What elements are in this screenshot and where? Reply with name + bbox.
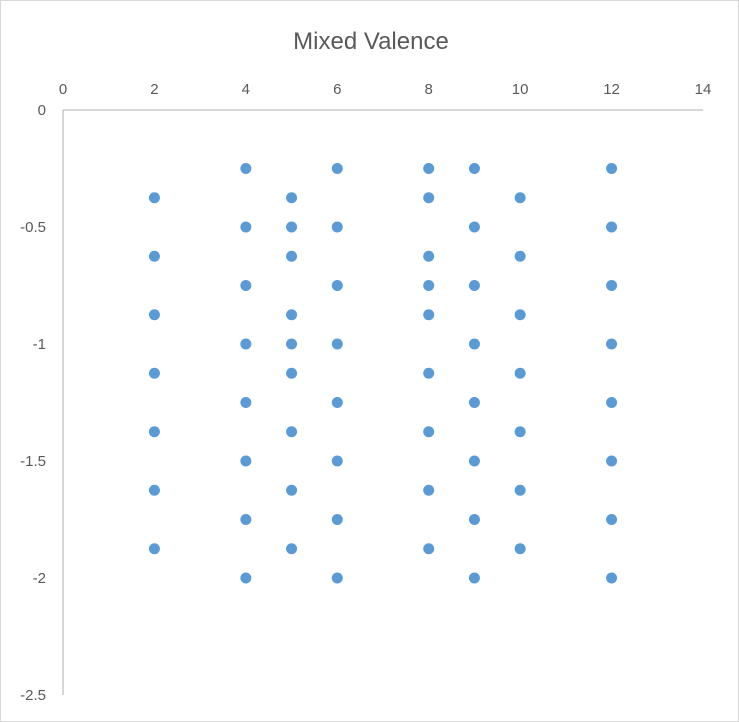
data-point — [240, 338, 252, 350]
data-point — [286, 484, 298, 496]
data-points — [148, 163, 618, 584]
data-point — [423, 309, 435, 321]
data-point — [514, 192, 526, 204]
x-tick-label: 10 — [512, 81, 529, 98]
chart-title: Mixed Valence — [293, 28, 449, 55]
data-point — [240, 280, 252, 291]
data-point — [468, 397, 480, 408]
data-point — [423, 192, 435, 204]
data-point — [286, 192, 298, 204]
data-point — [286, 309, 298, 321]
data-point — [423, 543, 435, 555]
axes — [62, 109, 703, 695]
data-point — [606, 338, 618, 350]
data-point — [331, 397, 343, 408]
data-point — [331, 163, 343, 174]
x-tick-label: 14 — [695, 81, 712, 98]
data-point — [606, 514, 618, 525]
data-point — [606, 221, 618, 233]
y-tick-label: -1.5 — [20, 453, 46, 470]
data-point — [423, 426, 435, 438]
y-tick-label: -2 — [33, 570, 46, 587]
data-point — [423, 484, 435, 496]
data-point — [331, 221, 343, 233]
data-point — [423, 280, 435, 291]
data-point — [286, 221, 298, 233]
data-point — [331, 572, 343, 584]
data-point — [606, 280, 618, 291]
data-point — [468, 221, 480, 233]
data-point — [606, 397, 618, 408]
data-point — [468, 163, 480, 174]
data-point — [286, 367, 298, 379]
data-point — [606, 455, 618, 467]
x-tick-label: 8 — [425, 81, 433, 98]
data-point — [468, 455, 480, 467]
data-point — [148, 367, 160, 379]
data-point — [514, 367, 526, 379]
data-point — [240, 514, 252, 525]
data-point — [148, 426, 160, 438]
x-tick-label: 2 — [150, 81, 158, 98]
data-point — [286, 250, 298, 262]
data-point — [468, 514, 480, 525]
data-point — [148, 192, 160, 204]
data-point — [148, 484, 160, 496]
data-point — [606, 572, 618, 584]
data-point — [606, 163, 618, 174]
data-point — [148, 309, 160, 321]
data-point — [331, 338, 343, 350]
data-point — [331, 280, 343, 291]
data-point — [468, 280, 480, 291]
data-point — [331, 455, 343, 467]
x-axis-ticks: 0 2 4 6 8 10 12 14 — [59, 81, 712, 98]
data-point — [240, 397, 252, 408]
data-point — [240, 455, 252, 467]
data-point — [240, 221, 252, 233]
data-point — [514, 484, 526, 496]
x-tick-label: 6 — [333, 81, 341, 98]
data-point — [240, 572, 252, 584]
data-point — [286, 426, 298, 438]
x-tick-label: 0 — [59, 81, 67, 98]
data-point — [148, 250, 160, 262]
y-tick-label: -2.5 — [20, 687, 46, 704]
data-point — [423, 163, 435, 174]
y-tick-label: 0 — [38, 102, 46, 119]
data-point — [468, 338, 480, 350]
x-tick-label: 4 — [242, 81, 250, 98]
x-tick-label: 12 — [603, 81, 620, 98]
data-point — [331, 514, 343, 525]
y-tick-label: -0.5 — [20, 219, 46, 236]
data-point — [148, 543, 160, 555]
data-point — [286, 338, 298, 350]
data-point — [468, 572, 480, 584]
data-point — [514, 426, 526, 438]
data-point — [514, 250, 526, 262]
data-point — [423, 250, 435, 262]
data-point — [240, 163, 252, 174]
y-axis-ticks: 0 -0.5 -1 -1.5 -2 -2.5 — [20, 102, 46, 704]
y-tick-label: -1 — [33, 336, 46, 353]
data-point — [423, 367, 435, 379]
data-point — [514, 309, 526, 321]
data-point — [286, 543, 298, 555]
data-point — [514, 543, 526, 555]
